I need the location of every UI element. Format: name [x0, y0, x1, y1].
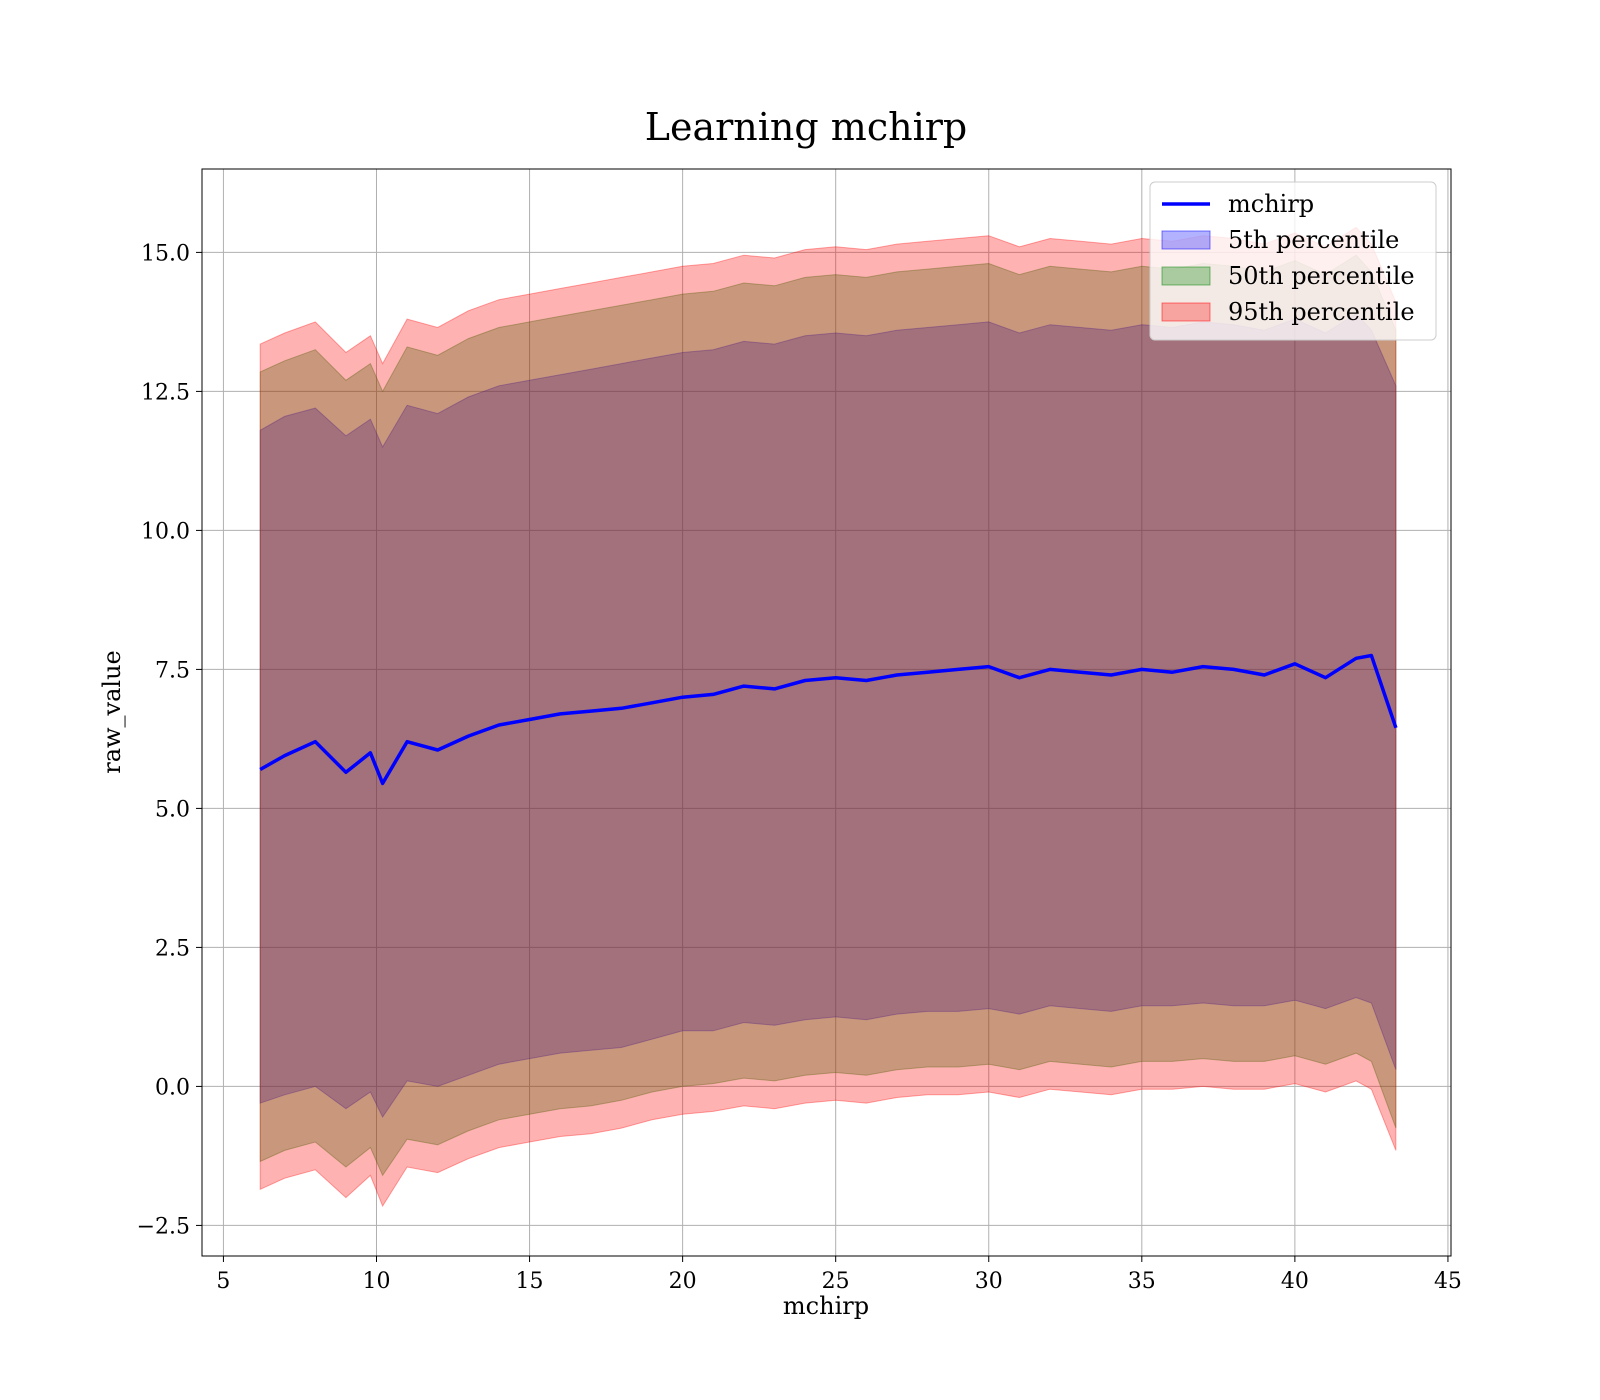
x-axis-title: mchirp	[783, 1292, 869, 1320]
x-tick-label: 25	[822, 1269, 850, 1294]
legend-swatch-patch	[1161, 230, 1211, 250]
band-50th-percentile	[259, 254, 1397, 1177]
percentile-bands	[259, 226, 1397, 1208]
y-tick-label: 5.0	[155, 797, 190, 822]
x-tick-label: 30	[975, 1269, 1003, 1294]
band-5th-percentile	[259, 312, 1397, 1118]
x-tick-label: 45	[1434, 1269, 1462, 1294]
grid	[202, 169, 1451, 1256]
legend-box	[1149, 181, 1437, 341]
y-tick-label: 15.0	[141, 241, 190, 266]
series-line-mchirp	[259, 653, 1398, 786]
y-tick-label: 12.5	[141, 380, 190, 405]
legend: mchirp 5th percentile 50th percentile 95th …	[1149, 181, 1437, 341]
x-tick-label: 5	[216, 1269, 230, 1294]
x-tick-label: 15	[516, 1269, 544, 1294]
y-axis-ticks: −2.5 0.0 2.5 5.0 7.5 10.0 12.5 15.0	[137, 241, 202, 1239]
x-tick-label: 10	[362, 1269, 390, 1294]
band-95th-percentile	[259, 226, 1397, 1208]
y-tick-label: 7.5	[155, 658, 190, 683]
plot-frame	[201, 168, 1452, 1257]
legend-label: mchirp	[1228, 190, 1314, 218]
chart-title: Learning mchirp	[645, 105, 967, 149]
legend-label: 5th percentile	[1228, 226, 1399, 254]
y-tick-label: −2.5	[137, 1214, 190, 1239]
y-tick-label: 0.0	[155, 1075, 190, 1100]
x-tick-label: 35	[1128, 1269, 1156, 1294]
y-tick-label: 2.5	[155, 936, 190, 961]
x-tick-label: 20	[669, 1269, 697, 1294]
legend-label: 50th percentile	[1228, 262, 1415, 290]
y-axis-title: raw_value	[98, 650, 126, 774]
legend-label: 95th percentile	[1228, 298, 1415, 326]
x-tick-label: 40	[1281, 1269, 1309, 1294]
legend-swatch-patch	[1161, 266, 1211, 286]
x-axis-ticks: 5 10 15 20 25 30 35 40 45	[216, 1256, 1462, 1294]
legend-swatch-patch	[1161, 302, 1211, 322]
series-lines	[259, 653, 1398, 786]
y-tick-label: 10.0	[141, 519, 190, 544]
